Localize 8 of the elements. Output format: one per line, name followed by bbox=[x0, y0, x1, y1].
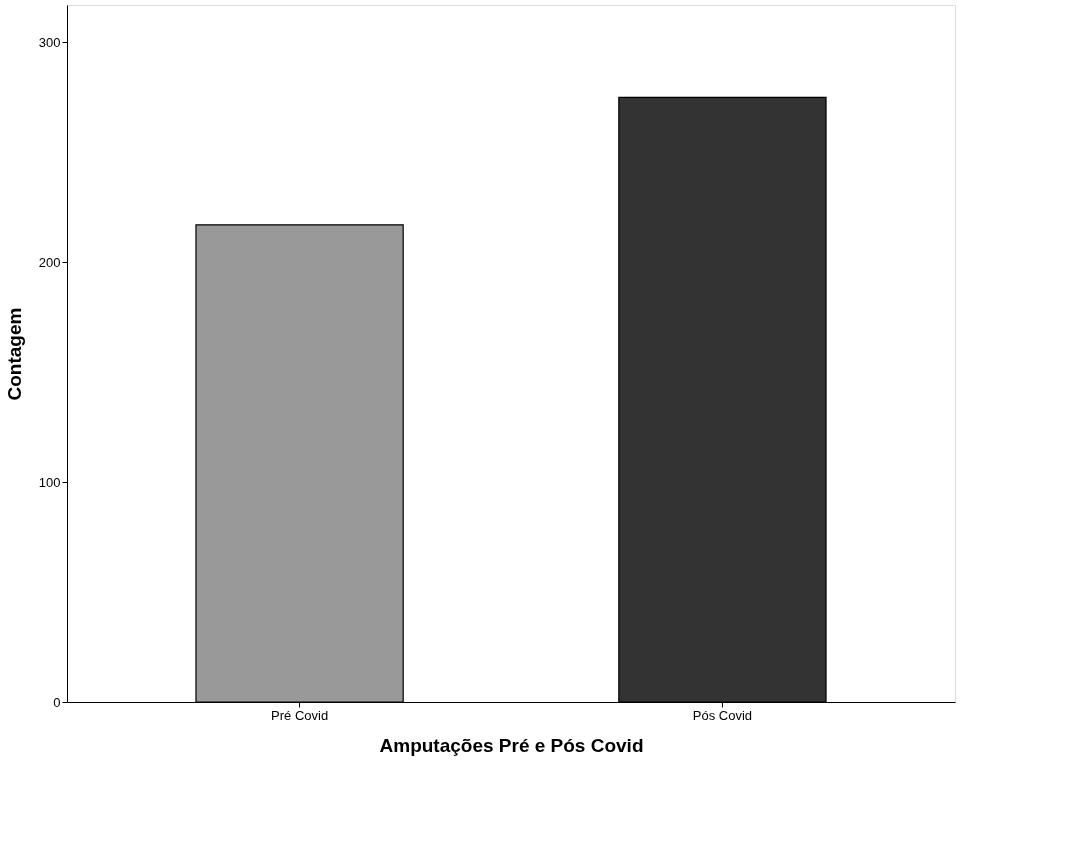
x-tick-label: Pós Covid bbox=[692, 707, 753, 723]
x-axis-title: Amputações Pré e Pós Covid bbox=[379, 734, 644, 756]
y-tick-label: 0 bbox=[53, 694, 61, 710]
y-tick-label: 100 bbox=[38, 474, 61, 490]
y-tick-label: 300 bbox=[38, 34, 61, 50]
y-tick-label: 200 bbox=[38, 254, 61, 270]
y-axis-title: Contagem bbox=[3, 307, 25, 401]
x-tick-label: Pré Covid bbox=[271, 707, 329, 723]
